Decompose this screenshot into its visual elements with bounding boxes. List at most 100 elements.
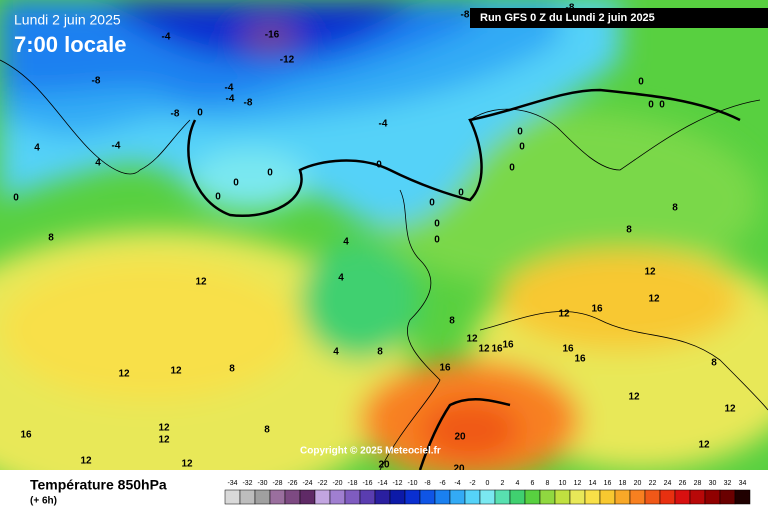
contour-label: 16 (562, 344, 574, 355)
contour-label: 12 (158, 423, 170, 434)
scale-label: 8 (546, 480, 550, 487)
scale-swatch (389, 489, 406, 505)
scale-label: -4 (454, 480, 460, 487)
scale-swatch (689, 489, 706, 505)
contour-label: 12 (195, 277, 207, 288)
contour-label: 12 (466, 334, 478, 345)
scale-label: 4 (516, 480, 520, 487)
scale-swatch (464, 489, 481, 505)
contour-label: 4 (95, 158, 101, 169)
contour-label: 0 (233, 178, 239, 189)
contour-label: 16 (439, 363, 451, 374)
scale-label: 10 (559, 480, 567, 487)
run-box (470, 8, 768, 28)
time: 7:00 locale (14, 32, 127, 57)
contour-label: 12 (80, 456, 92, 467)
scale-label: -30 (257, 480, 267, 487)
contour-label: 4 (34, 143, 40, 154)
scale-swatch (734, 489, 751, 505)
contour-label: 0 (659, 100, 665, 111)
scale-swatch (449, 489, 466, 505)
contour-label: 16 (591, 304, 603, 315)
scale-label: -2 (469, 480, 475, 487)
scale-swatch (479, 489, 496, 505)
contour-label: 0 (215, 192, 221, 203)
contour-label: 0 (197, 108, 203, 119)
scale-label: 6 (531, 480, 535, 487)
footer-title: Température 850hPa (30, 477, 167, 493)
contour-label: 12 (478, 344, 490, 355)
scale-label: 0 (486, 480, 490, 487)
scale-swatch (284, 489, 301, 505)
scale-label: -8 (424, 480, 430, 487)
contour-label: 8 (672, 203, 678, 214)
scale-label: -22 (317, 480, 327, 487)
scale-swatch (719, 489, 736, 505)
contour-label: 8 (711, 358, 717, 369)
scale-label: 26 (679, 480, 687, 487)
scale-label: -32 (242, 480, 252, 487)
contour-label: 0 (519, 142, 525, 153)
scale-swatch (434, 489, 451, 505)
contour-label: -8 (92, 76, 101, 87)
scale-label: -28 (272, 480, 282, 487)
scale-swatch (314, 489, 331, 505)
scale-label: 16 (604, 480, 612, 487)
contour-label: -4 (226, 94, 235, 105)
contour-label: -16 (265, 30, 280, 41)
scale-swatch (374, 489, 391, 505)
contour-label: 0 (458, 188, 464, 199)
scale-swatch (599, 489, 616, 505)
scale-label: -14 (377, 480, 387, 487)
scale-swatch (299, 489, 316, 505)
scale-label: 22 (649, 480, 657, 487)
contour-label: 8 (449, 316, 455, 327)
scale-label: 18 (619, 480, 627, 487)
contour-label: 12 (181, 459, 193, 470)
contour-label: 8 (48, 233, 54, 244)
contour-label: 20 (454, 432, 466, 443)
scale-swatch (404, 489, 421, 505)
contour-label: 8 (626, 225, 632, 236)
scale-swatch (359, 489, 376, 505)
scale-swatch (224, 489, 241, 505)
contour-label: 20 (453, 464, 465, 475)
contour-label: 12 (648, 294, 660, 305)
contour-label: -4 (225, 83, 234, 94)
contour-label: 0 (648, 100, 654, 111)
scale-swatch (704, 489, 721, 505)
contour-label: 12 (698, 440, 710, 451)
scale-swatch (554, 489, 571, 505)
contour-labels: -16-12-8-8-4-8-4-4-8-80-4-40000440844128… (13, 3, 736, 475)
contour-label: 0 (13, 193, 19, 204)
scale-label: -10 (407, 480, 417, 487)
scale-label: 34 (739, 480, 747, 487)
scale-swatch (239, 489, 256, 505)
scale-swatch (539, 489, 556, 505)
scale-label: 32 (724, 480, 732, 487)
scale-swatch (254, 489, 271, 505)
contour-label: 12 (628, 392, 640, 403)
contour-label: 12 (644, 267, 656, 278)
contour-label: 0 (638, 77, 644, 88)
contour-label: -8 (461, 10, 470, 21)
scale-swatch (494, 489, 511, 505)
scale-label: 24 (664, 480, 672, 487)
scale-swatch (659, 489, 676, 505)
isotherms (187, 88, 741, 471)
contour-label: 16 (491, 344, 503, 355)
contour-label: -4 (379, 119, 388, 130)
scale-label: -18 (347, 480, 357, 487)
contour-label: 0 (517, 127, 523, 138)
contour-label: 4 (338, 273, 344, 284)
scale-label: -26 (287, 480, 297, 487)
contour-label: 4 (333, 347, 339, 358)
date: Lundi 2 juin 2025 (14, 12, 121, 28)
coastlines (0, 59, 768, 471)
scale-swatch (509, 489, 526, 505)
contour-label: 0 (429, 198, 435, 209)
scale-swatch (674, 489, 691, 505)
